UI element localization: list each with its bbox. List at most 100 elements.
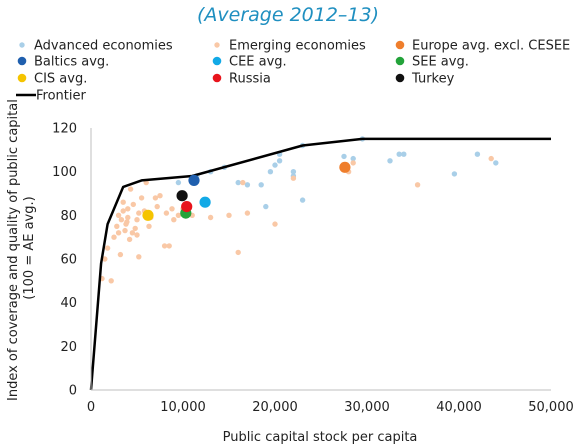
legend-label: Turkey — [411, 72, 455, 87]
data-point — [136, 210, 142, 216]
data-point — [161, 243, 168, 249]
legend-marker — [395, 56, 405, 66]
data-point — [132, 225, 138, 232]
legend-item: Turkey — [395, 72, 455, 87]
data-point — [240, 179, 246, 186]
data-point — [163, 210, 170, 216]
legend-item: SEE avg. — [395, 55, 469, 70]
data-point — [350, 160, 356, 166]
data-point — [118, 217, 125, 223]
legend-marker — [212, 73, 222, 83]
data-point — [341, 153, 347, 160]
y-tick-label: 80 — [60, 209, 77, 224]
frontier-line — [89, 137, 551, 391]
legend-label: Advanced economies — [34, 39, 173, 54]
average-point — [176, 190, 188, 202]
y-tick-label: 20 — [60, 340, 77, 355]
data-point — [401, 151, 407, 157]
average-point — [199, 196, 211, 208]
x-tick-label: 40,000 — [436, 400, 482, 415]
data-point — [387, 158, 393, 164]
data-point — [114, 223, 120, 229]
legend-item: Europe avg. excl. CESEE — [395, 39, 570, 54]
legend-label: CEE avg. — [229, 55, 287, 70]
y-tick-label: 120 — [52, 122, 77, 137]
plot-area — [89, 136, 551, 391]
y-tick-label: 0 — [69, 384, 77, 399]
legend-item: Baltics avg. — [17, 55, 109, 70]
data-point — [120, 208, 126, 214]
data-point — [175, 179, 182, 186]
data-point — [125, 214, 131, 221]
data-point — [207, 214, 214, 221]
data-point — [171, 217, 177, 223]
data-point — [146, 223, 152, 229]
data-point — [350, 155, 356, 162]
data-point — [134, 217, 140, 223]
data-point — [152, 195, 159, 201]
legend-marker — [395, 73, 405, 83]
data-point — [493, 160, 499, 166]
legend-marker — [17, 56, 27, 66]
data-point — [488, 155, 494, 162]
data-point — [267, 169, 274, 175]
data-point — [122, 227, 128, 234]
data-point — [169, 206, 175, 212]
average-point — [188, 174, 200, 186]
data-point — [290, 175, 297, 181]
y-tick-label: 60 — [60, 253, 77, 268]
legend-label: CIS avg. — [34, 72, 87, 87]
data-point — [474, 151, 481, 157]
data-point — [396, 151, 402, 157]
data-point — [102, 256, 108, 262]
legend-label: SEE avg. — [412, 55, 469, 70]
x-tick-label: 0 — [87, 400, 95, 415]
axes: 0 20 40 60 80 100 120 0 10,000 20,000 30,000 40,000… — [52, 122, 574, 416]
y-tick-label: 40 — [60, 296, 77, 311]
data-point — [127, 186, 134, 192]
data-point — [258, 182, 264, 188]
y-axis-label-line-2: (100 = AE avg.) — [22, 196, 37, 299]
y-axis-label-line-1: Index of coverage and quality of public … — [6, 99, 21, 401]
legend-item: Advanced economies — [19, 39, 173, 54]
legend-label: Russia — [229, 72, 271, 87]
legend-marker — [395, 40, 405, 50]
data-point — [263, 203, 269, 210]
data-point — [108, 278, 114, 284]
legend-marker — [212, 56, 222, 66]
legend-label: Frontier — [36, 89, 86, 104]
y-tick-label: 100 — [52, 165, 77, 180]
x-tick-label: 30,000 — [344, 400, 390, 415]
data-point — [235, 179, 241, 186]
data-point — [111, 234, 117, 240]
data-point — [299, 197, 306, 203]
legend-item: Emerging economies — [214, 39, 366, 54]
y-axis-label: Index of coverage and quality of public … — [6, 95, 37, 401]
data-point — [154, 203, 160, 210]
data-point — [272, 221, 278, 227]
data-point — [129, 230, 136, 236]
data-point — [235, 249, 241, 256]
data-point — [244, 182, 251, 188]
data-point — [126, 236, 133, 243]
data-point — [166, 243, 172, 249]
data-point — [104, 245, 111, 251]
data-point — [125, 206, 131, 212]
average-point — [181, 201, 193, 213]
data-point — [134, 232, 140, 238]
data-point — [290, 169, 297, 175]
data-point — [157, 193, 163, 199]
data-point — [115, 212, 122, 218]
data-point — [138, 195, 145, 201]
legend-marker — [19, 42, 25, 48]
data-point — [136, 254, 142, 260]
data-point — [120, 199, 126, 205]
legend-item: CIS avg. — [17, 72, 87, 87]
data-point — [272, 162, 278, 168]
average-point — [142, 209, 154, 221]
chart-subtitle: (Average 2012–13) — [197, 4, 379, 26]
data-point — [175, 212, 182, 218]
legend-marker — [17, 73, 27, 83]
data-point — [115, 230, 122, 236]
average-point — [339, 161, 351, 173]
